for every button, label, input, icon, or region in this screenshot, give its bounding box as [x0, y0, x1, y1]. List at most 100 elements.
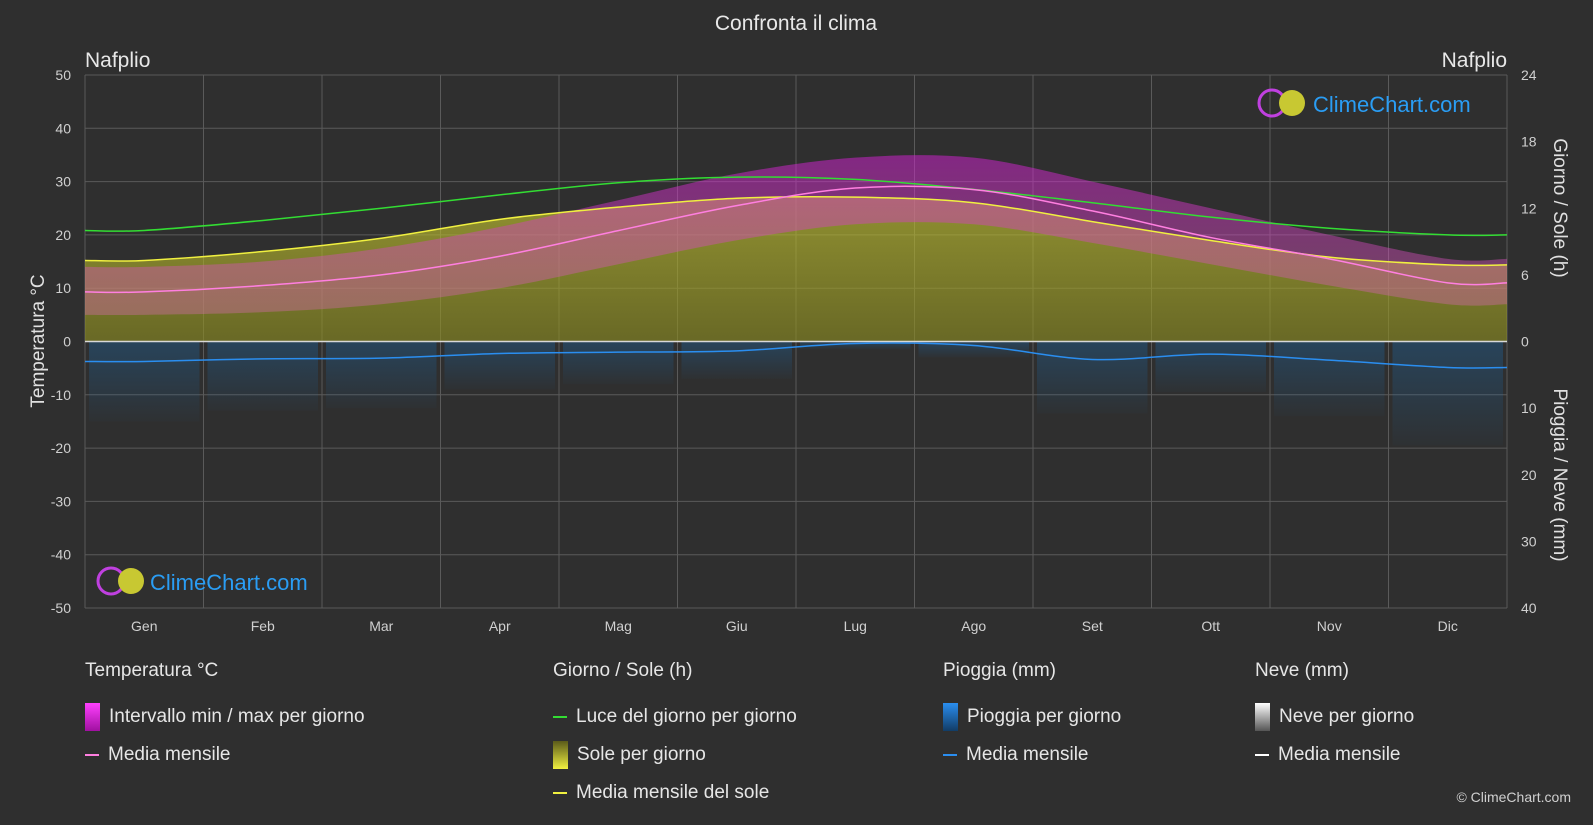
legend-label-sun-mean: Media mensile del sole [576, 782, 770, 803]
legend-label-rain-mean: Media mensile [966, 744, 1089, 765]
brand-logo-top[interactable]: ClimeChart.com [1257, 88, 1471, 118]
temp-mean-swatch-icon [85, 754, 99, 756]
x-tick-label: Ago [961, 618, 986, 634]
y-left-tick-label: -10 [51, 387, 71, 403]
x-tick-label: Gen [131, 618, 157, 634]
y-left-tick-label: -40 [51, 547, 71, 563]
data-layer [85, 155, 1508, 446]
rain-bar [800, 341, 911, 350]
rain-swatch-icon [943, 703, 958, 731]
y-left-tick-label: 30 [55, 174, 71, 190]
x-tick-label: Lug [844, 618, 867, 634]
daylight-swatch-icon [553, 716, 567, 718]
temp-range-band [85, 155, 1507, 316]
legend-label-sunshine: Sole per giorno [577, 744, 706, 765]
y-right-hours-tick-label: 12 [1521, 200, 1537, 216]
legend-item-snow-mean: Media mensile [1255, 736, 1414, 774]
legend-item-daylight: Luce del giorno per giorno [553, 698, 797, 736]
y-left-tick-label: 0 [63, 334, 71, 350]
daylight-line [85, 176, 1508, 237]
legend-title-temperature: Temperatura °C [85, 660, 219, 681]
y-left-tick-label: 10 [55, 280, 71, 296]
x-tick-label: Apr [489, 618, 511, 634]
legend-item-rain-mean: Media mensile [943, 736, 1121, 774]
y-axis-left-label: Temperatura °C [28, 274, 49, 407]
legend-title-snow: Neve (mm) [1255, 660, 1349, 681]
x-tick-label: Mag [605, 618, 632, 634]
legend-item-sun-mean: Media mensile del sole [553, 774, 797, 812]
rain-bar [207, 341, 318, 411]
y-axis-right-top-label: Giorno / Sole (h) [1549, 138, 1570, 277]
brand-logo-bottom[interactable]: ClimeChart.com [96, 566, 308, 596]
location-right: Nafplio [1442, 49, 1507, 72]
y-left-tick-label: -20 [51, 440, 71, 456]
legend-snow: Neve (mm) Neve per giorno Media mensile [1255, 660, 1414, 774]
location-left: Nafplio [85, 49, 150, 72]
y-left-tick-label: 20 [55, 227, 71, 243]
y-left-tick-label: -50 [51, 600, 71, 616]
rain-bar [1155, 341, 1266, 393]
y-left-tick-label: 40 [55, 120, 71, 136]
legend-label-snow: Neve per giorno [1279, 706, 1415, 727]
y-right-mm-tick-label: 40 [1521, 600, 1537, 616]
legend-temperature: Temperatura °C Intervallo min / max per … [85, 660, 365, 774]
y-left-tick-label: -30 [51, 493, 71, 509]
rain-bar [1274, 341, 1385, 417]
legend: Temperatura °C Intervallo min / max per … [0, 660, 1593, 810]
y-right-mm-tick-label: 10 [1521, 400, 1537, 416]
chart-title: Confronta il clima [715, 12, 878, 35]
x-tick-label: Feb [251, 618, 275, 634]
legend-label-snow-mean: Media mensile [1278, 744, 1401, 765]
sun-mean-swatch-icon [553, 792, 567, 794]
brand-text-top: ClimeChart.com [1313, 92, 1471, 117]
y-right-hours-tick-label: 18 [1521, 134, 1537, 150]
y-right-mm-tick-label: 30 [1521, 533, 1537, 549]
rain-bar [1037, 341, 1148, 414]
x-tick-label: Mar [369, 618, 393, 634]
temp-range-swatch-icon [85, 703, 100, 731]
legend-rain: Pioggia (mm) Pioggia per giorno Media me… [943, 660, 1121, 774]
rain-bar [918, 341, 1029, 358]
y-right-hours-tick-label: 24 [1521, 67, 1537, 83]
snow-mean-swatch-icon [1255, 754, 1269, 756]
x-tick-label: Set [1082, 618, 1103, 634]
x-tick-label: Giu [726, 618, 748, 634]
legend-item-sunshine: Sole per giorno [553, 736, 797, 774]
legend-label-rain: Pioggia per giorno [967, 706, 1122, 727]
legend-sun: Giorno / Sole (h) Luce del giorno per gi… [553, 660, 797, 812]
rain-bar [681, 341, 792, 379]
rain-bar [563, 341, 674, 385]
y-right-hours-tick-label: 6 [1521, 267, 1529, 283]
snow-swatch-icon [1255, 703, 1270, 731]
legend-label-daylight: Luce del giorno per giorno [576, 706, 797, 727]
legend-item-temp-range: Intervallo min / max per giorno [85, 698, 365, 736]
legend-title-rain: Pioggia (mm) [943, 660, 1056, 681]
rain-bar [1392, 341, 1503, 446]
sunshine-swatch-icon [553, 741, 568, 769]
rain-bar [444, 341, 555, 390]
axes: 50 40 30 20 10 0 -10 -20 -30 -40 -50 24 18 12 6 0 10 20 30… [51, 67, 1537, 634]
rain-bar [326, 341, 437, 409]
rain-mean-line [85, 342, 1508, 369]
x-tick-label: Nov [1317, 618, 1342, 634]
legend-item-rain: Pioggia per giorno [943, 698, 1121, 736]
logo-sun-icon [1279, 90, 1305, 116]
legend-label-temp-mean: Media mensile [108, 744, 231, 765]
legend-item-temp-mean: Media mensile [85, 736, 365, 774]
rain-mean-swatch-icon [943, 754, 957, 756]
legend-label-temp-range: Intervallo min / max per giorno [109, 706, 365, 727]
y-right-mm-tick-label: 20 [1521, 467, 1537, 483]
y-axis-right-bottom-label: Pioggia / Neve (mm) [1549, 388, 1570, 561]
y-right-hours-tick-label: 0 [1521, 334, 1529, 350]
logo-sun-icon [118, 568, 144, 594]
rain-bar [89, 341, 200, 422]
legend-item-snow: Neve per giorno [1255, 698, 1414, 736]
copyright[interactable]: © ClimeChart.com [1456, 789, 1571, 805]
x-tick-label: Ott [1201, 618, 1220, 634]
legend-title-sun: Giorno / Sole (h) [553, 660, 693, 681]
temperature-mean-line [85, 185, 1508, 294]
x-tick-label: Dic [1438, 618, 1458, 634]
brand-text-bottom: ClimeChart.com [150, 570, 308, 595]
y-left-tick-label: 50 [55, 67, 71, 83]
